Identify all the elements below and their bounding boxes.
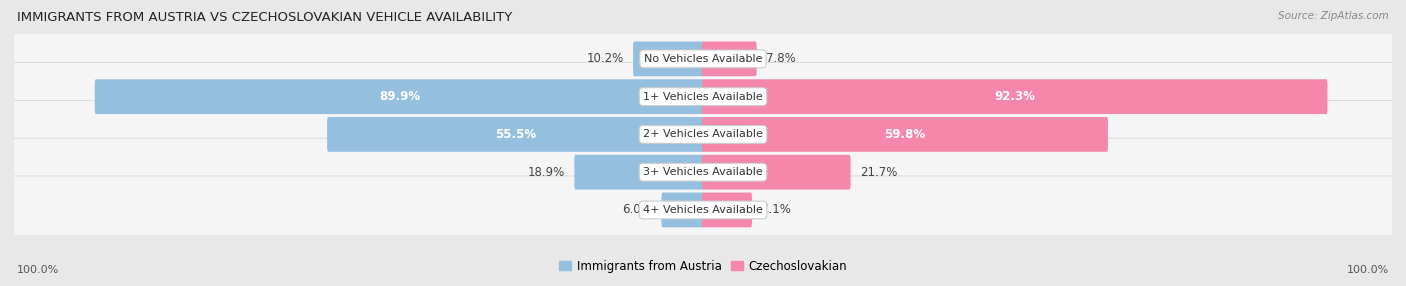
- Text: 2+ Vehicles Available: 2+ Vehicles Available: [643, 130, 763, 139]
- Text: 1+ Vehicles Available: 1+ Vehicles Available: [643, 92, 763, 102]
- FancyBboxPatch shape: [633, 41, 704, 76]
- Text: 100.0%: 100.0%: [1347, 265, 1389, 275]
- Text: 92.3%: 92.3%: [994, 90, 1035, 103]
- Text: 4+ Vehicles Available: 4+ Vehicles Available: [643, 205, 763, 215]
- FancyBboxPatch shape: [11, 25, 1395, 93]
- FancyBboxPatch shape: [574, 155, 704, 190]
- Text: 7.8%: 7.8%: [766, 52, 796, 65]
- Text: 3+ Vehicles Available: 3+ Vehicles Available: [643, 167, 763, 177]
- FancyBboxPatch shape: [702, 117, 1108, 152]
- Legend: Immigrants from Austria, Czechoslovakian: Immigrants from Austria, Czechoslovakian: [558, 260, 848, 273]
- Text: 6.0%: 6.0%: [623, 203, 652, 217]
- FancyBboxPatch shape: [11, 100, 1395, 168]
- Text: 55.5%: 55.5%: [495, 128, 536, 141]
- Text: 7.1%: 7.1%: [761, 203, 792, 217]
- Text: 89.9%: 89.9%: [378, 90, 420, 103]
- Text: 18.9%: 18.9%: [529, 166, 565, 179]
- FancyBboxPatch shape: [11, 176, 1395, 244]
- FancyBboxPatch shape: [11, 138, 1395, 206]
- Text: No Vehicles Available: No Vehicles Available: [644, 54, 762, 64]
- FancyBboxPatch shape: [11, 63, 1395, 131]
- FancyBboxPatch shape: [702, 192, 752, 227]
- FancyBboxPatch shape: [702, 79, 1327, 114]
- Text: 10.2%: 10.2%: [586, 52, 624, 65]
- FancyBboxPatch shape: [702, 155, 851, 190]
- FancyBboxPatch shape: [94, 79, 704, 114]
- FancyBboxPatch shape: [661, 192, 704, 227]
- Text: 59.8%: 59.8%: [884, 128, 925, 141]
- Text: IMMIGRANTS FROM AUSTRIA VS CZECHOSLOVAKIAN VEHICLE AVAILABILITY: IMMIGRANTS FROM AUSTRIA VS CZECHOSLOVAKI…: [17, 11, 512, 24]
- Text: 100.0%: 100.0%: [17, 265, 59, 275]
- Text: 21.7%: 21.7%: [859, 166, 897, 179]
- FancyBboxPatch shape: [328, 117, 704, 152]
- FancyBboxPatch shape: [702, 41, 756, 76]
- Text: Source: ZipAtlas.com: Source: ZipAtlas.com: [1278, 11, 1389, 21]
